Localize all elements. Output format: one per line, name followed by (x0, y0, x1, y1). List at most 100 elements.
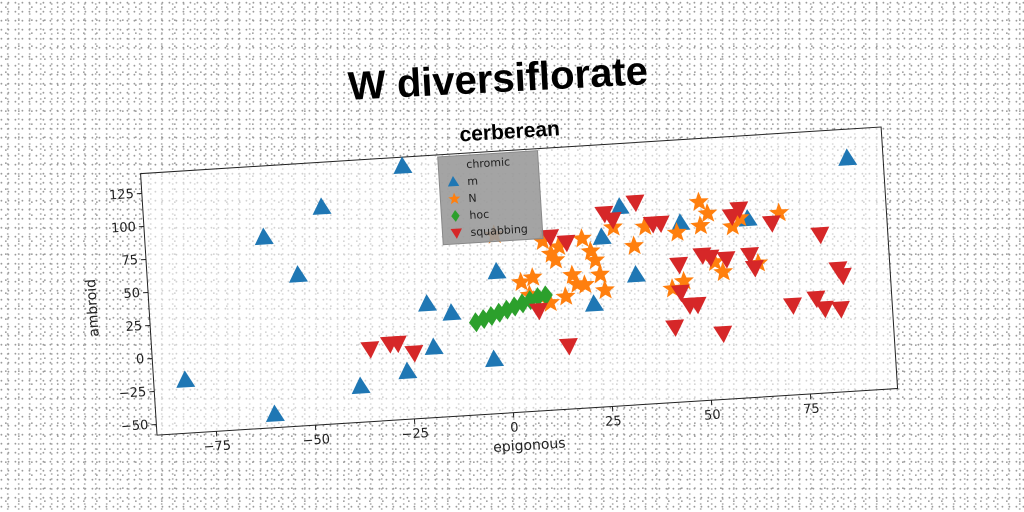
data-point-hoc (468, 312, 483, 333)
data-point-m (626, 265, 646, 283)
data-point-hoc (531, 287, 545, 308)
data-point-squabbing (650, 215, 670, 234)
data-point-squabbing (761, 215, 781, 233)
data-point-m (485, 349, 505, 368)
data-point-n (704, 251, 725, 272)
data-point-squabbing (556, 234, 576, 253)
data-point-m (393, 156, 413, 175)
data-point-squabbing (558, 337, 578, 356)
data-point-n (722, 216, 743, 236)
y-tick-label: −25 (118, 385, 146, 402)
data-marks (176, 148, 858, 423)
data-point-n (532, 230, 553, 250)
data-point-n (548, 236, 569, 256)
data-point-n (697, 203, 718, 223)
legend-box (437, 150, 544, 246)
data-point-squabbing (387, 335, 407, 354)
legend-marker (451, 209, 460, 222)
data-point-hoc (515, 293, 530, 314)
x-tick-label: 0 (510, 420, 519, 435)
data-point-n (713, 261, 733, 282)
data-point-m (424, 337, 444, 356)
data-point-n (540, 292, 560, 312)
x-tick-label: −50 (302, 432, 330, 449)
data-point-squabbing (744, 259, 764, 278)
data-point-squabbing (806, 290, 826, 309)
axis-ticks: −75 −50 −25 0 25 50 75 −50 −25 0 25 50 75 100 125 (109, 187, 821, 455)
data-point-n (571, 228, 592, 248)
legend-label: hoc (469, 208, 490, 222)
x-tick-label: −75 (203, 438, 231, 455)
plot-group: cerberean −75 −50 −25 0 25 50 75 −50 −25 0 25 50 75 1… (83, 117, 899, 456)
data-point-n (594, 279, 615, 300)
data-point-hoc (499, 299, 514, 320)
data-point-squabbing (404, 345, 424, 363)
data-point-n (769, 202, 789, 222)
data-point-n (585, 249, 606, 270)
y-tick-label: 125 (109, 187, 135, 204)
data-point-m (312, 197, 332, 215)
data-point-squabbing (687, 296, 707, 315)
chart-title: cerberean (459, 117, 561, 146)
x-axis-label: epigonous (493, 435, 566, 456)
legend-label: m (467, 174, 479, 188)
y-tick-label: 50 (123, 286, 140, 302)
legend-marker (447, 176, 460, 187)
data-point-squabbing (782, 297, 802, 315)
data-point-m (610, 197, 630, 215)
data-point-m (398, 361, 418, 380)
data-point-m (176, 370, 196, 388)
data-point-m (289, 265, 308, 283)
data-point-squabbing (625, 194, 645, 213)
y-tick-label: 75 (121, 253, 138, 269)
data-point-squabbing (540, 229, 560, 247)
x-tick-label: 25 (605, 414, 622, 430)
legend-marker (450, 228, 462, 239)
data-point-squabbing (665, 319, 685, 337)
data-point-squabbing (830, 300, 850, 319)
data-point-n (688, 191, 709, 211)
data-point-squabbing (810, 226, 830, 245)
data-point-n (522, 267, 543, 287)
y-tick-label: −50 (121, 418, 149, 435)
data-point-n (590, 264, 610, 284)
data-point-n (510, 271, 531, 292)
legend-marker (448, 192, 461, 205)
main-title: W diversiflorate (347, 49, 649, 109)
y-axis-label: ambroid (83, 278, 103, 337)
data-point-n (545, 249, 566, 270)
data-point-squabbing (528, 302, 548, 321)
data-point-squabbing (832, 267, 852, 286)
data-point-m (418, 294, 438, 312)
data-point-m (442, 303, 462, 321)
data-point-hoc (492, 302, 507, 323)
data-point-m (585, 294, 604, 312)
data-point-squabbing (602, 211, 622, 230)
data-point-m (351, 376, 371, 395)
legend-label: squabbing (470, 222, 528, 239)
data-point-hoc (538, 285, 553, 306)
data-point-n (555, 286, 576, 306)
x-tick-label: 50 (704, 408, 721, 424)
data-point-squabbing (670, 284, 690, 303)
data-point-n (666, 222, 687, 242)
data-point-m (254, 227, 274, 246)
y-tick-label: 0 (136, 352, 145, 367)
data-point-squabbing (814, 300, 834, 319)
data-point-hoc (476, 309, 491, 330)
data-point-hoc (507, 296, 522, 317)
data-point-m (265, 404, 285, 423)
data-point-m (838, 148, 858, 166)
data-point-squabbing (713, 325, 733, 344)
legend-label: N (468, 192, 477, 205)
data-point-squabbing (669, 256, 689, 275)
data-point-squabbing (729, 201, 749, 219)
data-point-n (634, 216, 655, 236)
data-point-m (487, 261, 507, 280)
x-tick-label: −25 (401, 426, 429, 443)
legend-title: chromic (466, 155, 511, 171)
y-tick-label: 100 (111, 220, 137, 237)
